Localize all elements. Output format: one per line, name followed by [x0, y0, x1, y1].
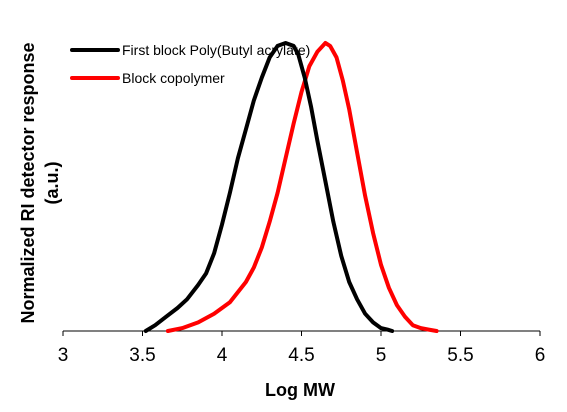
- x-tick-label: 4.5: [288, 345, 314, 366]
- x-tick-label: 3: [58, 345, 69, 366]
- y-axis-title-line2: (a.u.): [42, 161, 62, 204]
- x-tick-label: 5: [376, 345, 387, 366]
- series-line-0: [143, 41, 395, 333]
- y-axis-title-line1: Normalized RI detector response: [18, 42, 38, 323]
- x-tick-label: 3.5: [129, 345, 155, 366]
- legend: First block Poly(Butyl acrylate) Block co…: [70, 42, 310, 86]
- x-tick-label: 6: [535, 345, 546, 366]
- x-tick-label: 4: [217, 345, 228, 366]
- legend-label-0: First block Poly(Butyl acrylate): [122, 42, 310, 58]
- x-axis-title: Log MW: [265, 380, 335, 400]
- x-tick-label: 5.5: [447, 345, 473, 366]
- plot-series: [143, 41, 439, 333]
- x-axis-ticks: 3 3.5 4 4.5 5 5.5 6: [58, 331, 546, 366]
- legend-label-1: Block copolymer: [122, 70, 225, 86]
- series-line-1: [165, 41, 439, 333]
